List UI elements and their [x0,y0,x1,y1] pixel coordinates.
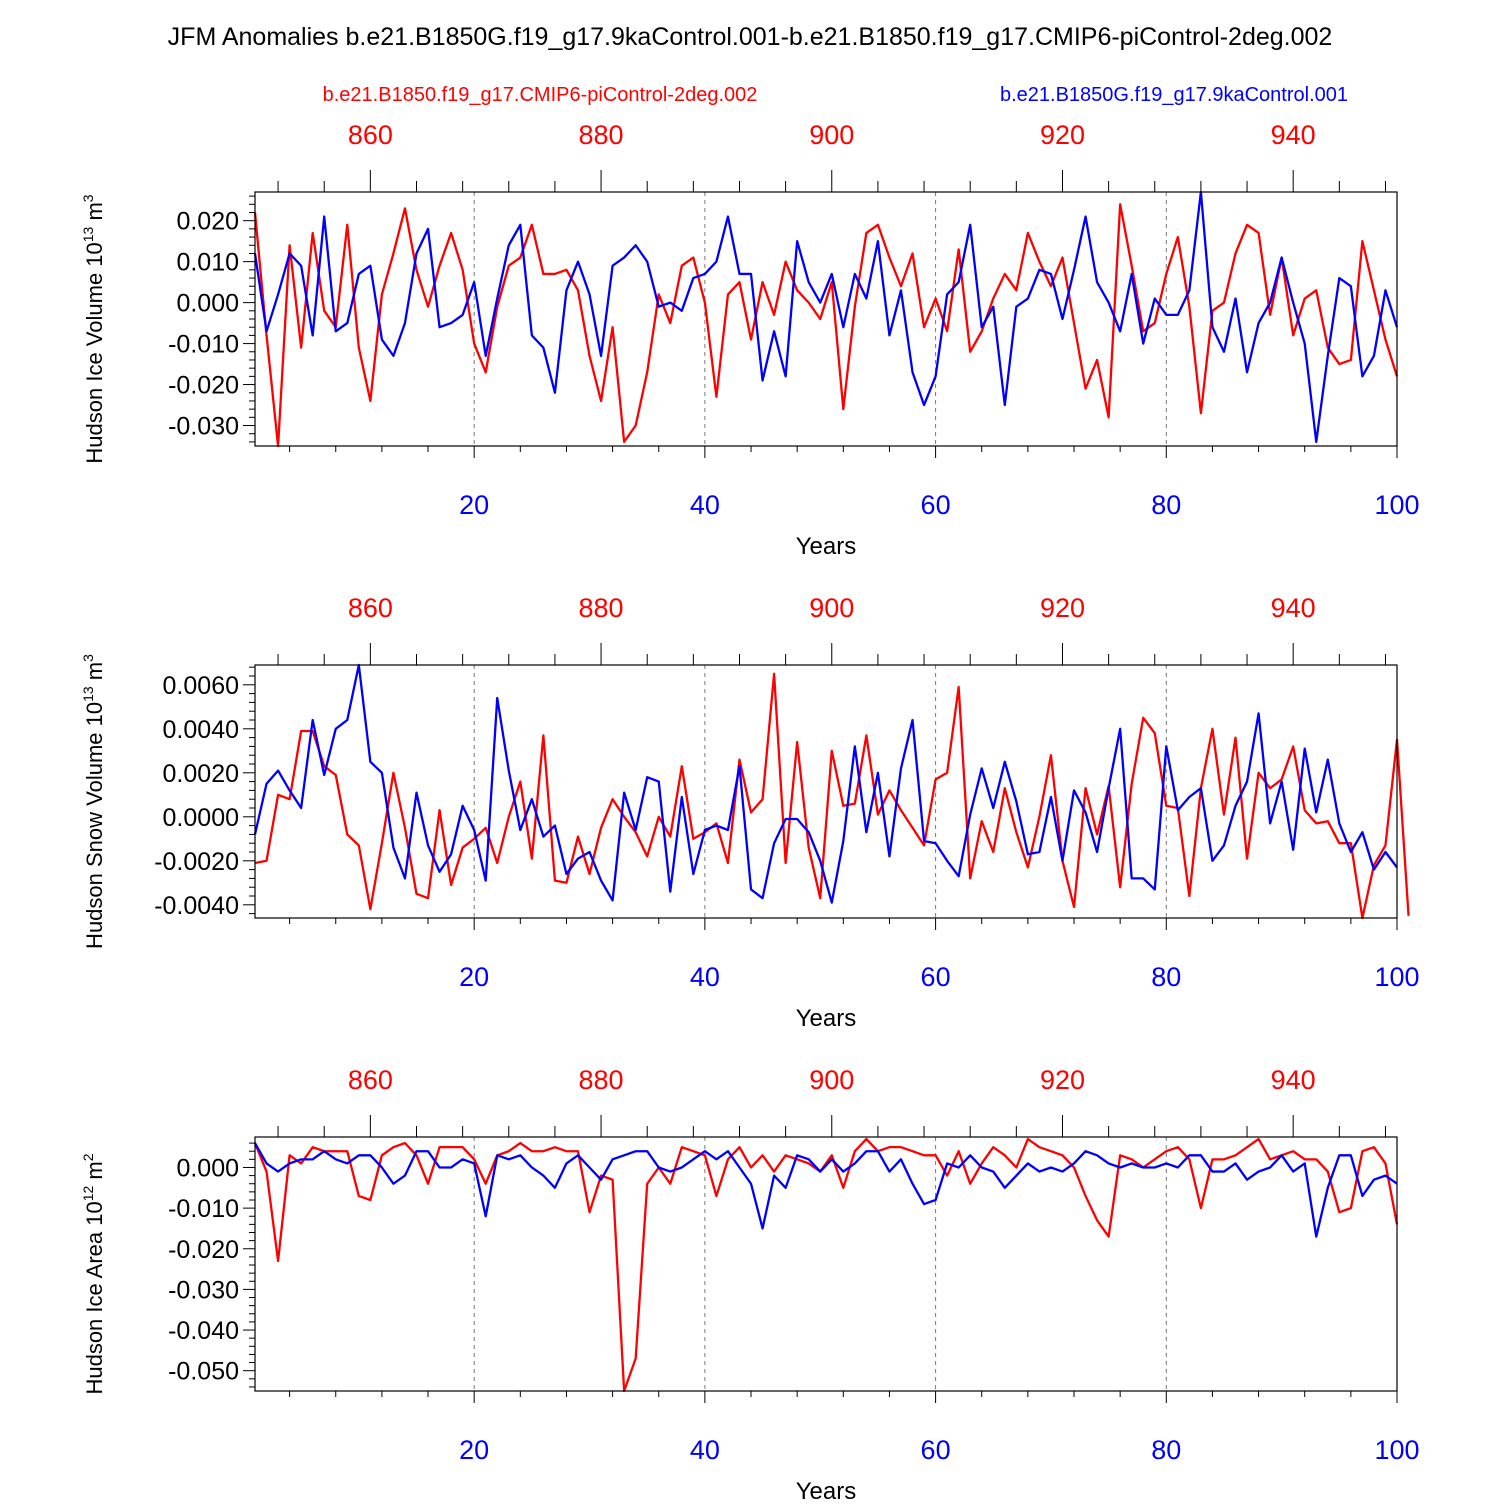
y-tick-label: -0.0020 [154,848,239,876]
x-tick-label: 40 [690,1435,720,1465]
y-tick-label: 0.0000 [163,804,239,832]
y-axis-label-exponent: 3 [80,194,96,202]
y-tick-label: -0.010 [168,331,239,359]
panel-2: -0.0040 -0.0020 0.0000 0.0020 0.0040 0.0060 20… [80,593,1420,1032]
top-tick-label: 920 [1040,593,1085,623]
x-tick-label: 20 [459,490,489,520]
y-axis-label-exponent: 2 [80,1153,96,1161]
x-tick-label: 80 [1151,1435,1181,1465]
series-line-blue [253,663,1398,904]
y-axis-label-text: m [82,202,107,226]
y-axis-label-text: m [82,1161,107,1185]
y-axis-label-text: m [82,662,107,686]
top-tick-label: 880 [579,1065,624,1095]
plot-frame [254,1136,1398,1392]
x-tick-label: 60 [921,490,951,520]
x-axis-label: Years [796,1478,857,1500]
x-tick-label: 40 [690,490,720,520]
top-tick-label: 860 [348,593,393,623]
x-tick-label: 20 [459,962,489,992]
top-tick-label: 880 [579,120,624,150]
y-tick-label: -0.030 [168,1276,239,1304]
y-tick-label: -0.010 [168,1195,239,1223]
y-tick-label: 0.0040 [163,716,239,744]
x-tick-label: 100 [1374,490,1419,520]
top-tick-label: 940 [1271,120,1316,150]
y-tick-label: 0.010 [176,249,239,277]
y-tick-label: 0.000 [176,290,239,318]
y-tick-label: -0.030 [168,413,239,441]
y-tick-label: 0.0060 [163,672,239,700]
y-axis-label: Hudson Ice Volume 1013 m3 [80,194,107,463]
y-axis-label-exponent: 12 [80,1186,96,1202]
top-tick-label: 920 [1040,120,1085,150]
y-axis-label-exponent: 13 [80,686,96,702]
y-tick-label: 0.0020 [163,760,239,788]
x-tick-label: 80 [1151,490,1181,520]
x-axis-label: Years [796,1005,857,1032]
y-axis-label-text: Hudson Ice Volume 10 [82,242,107,463]
y-tick-label: -0.020 [168,1236,239,1264]
x-tick-label: 40 [690,962,720,992]
series-line-blue [254,1142,1398,1238]
top-tick-label: 900 [809,593,854,623]
top-tick-label: 940 [1271,593,1316,623]
y-tick-label: 0.020 [176,208,239,236]
x-tick-label: 100 [1374,1435,1419,1465]
top-tick-label: 940 [1271,1065,1316,1095]
plot-frame [254,664,1398,919]
series-line-red [254,672,1410,920]
top-tick-label: 860 [348,120,393,150]
legend-blue-label: b.e21.B1850G.f19_g17.9kaControl.001 [1000,84,1348,106]
x-tick-label: 60 [921,1435,951,1465]
x-tick-label: 20 [459,1435,489,1465]
y-tick-label: -0.050 [168,1358,239,1386]
top-tick-label: 920 [1040,1065,1085,1095]
series-line-red [253,203,1399,448]
y-axis-label-exponent: 13 [80,226,96,242]
series-line-red [253,1137,1399,1393]
series-line-blue [253,190,1399,444]
y-axis-label-text: Hudson Snow Volume 10 [82,702,107,949]
y-axis-label: Hudson Snow Volume 1013 m3 [80,654,107,949]
y-tick-label: 0.000 [176,1154,239,1182]
y-tick-label: -0.0040 [154,892,239,920]
y-axis-label-exponent: 3 [80,654,96,662]
top-tick-label: 880 [579,593,624,623]
x-axis-label: Years [796,533,857,560]
legend-red-label: b.e21.B1850.f19_g17.CMIP6-piControl-2deg… [323,84,758,106]
y-tick-label: -0.020 [168,372,239,400]
panel-3: -0.050 -0.040 -0.030 -0.020 -0.010 0.000 20 40 6… [80,1065,1420,1505]
top-tick-label: 900 [809,120,854,150]
x-tick-label: 80 [1151,962,1181,992]
x-tick-label: 60 [921,962,951,992]
y-axis-label-text: Hudson Ice Area 10 [82,1201,107,1394]
y-tick-label: -0.040 [168,1317,239,1345]
chart-panels: -0.030 -0.020 -0.010 0.000 0.010 0.020 20 40 60 8… [80,120,1420,1505]
y-axis-label: Hudson Ice Area 1012 m2 [80,1153,107,1394]
panel-1: -0.030 -0.020 -0.010 0.000 0.010 0.020 20 40 60 8… [80,120,1420,560]
chart-title: JFM Anomalies b.e21.B1850G.f19_g17.9kaCo… [168,23,1333,51]
x-tick-label: 100 [1374,962,1419,992]
top-tick-label: 900 [809,1065,854,1095]
top-tick-label: 860 [348,1065,393,1095]
